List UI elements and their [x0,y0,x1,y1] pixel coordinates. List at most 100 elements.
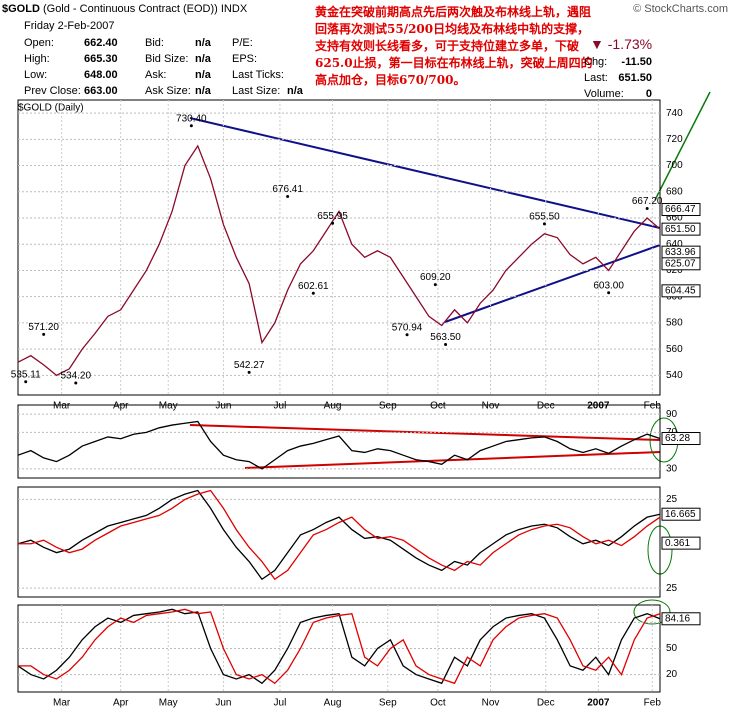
quote-cell: Prev Close: [24,85,81,97]
symbol: $GOLD [2,3,40,15]
quote-cell: n/a [195,69,211,81]
x-tick-label: Jul [274,401,287,412]
annotation-label: 667.20 [632,196,663,207]
series-line [17,144,661,377]
annotation-label: 730.40 [176,113,207,124]
quote-cell: Last Ticks: [232,69,284,81]
x-tick-label: Dec [537,698,555,709]
annotation-point [311,291,315,295]
x-tick-label: Dec [537,401,555,412]
annotation-point [74,381,78,385]
annotation-label: 563.50 [430,332,461,343]
annotation-point [542,222,546,226]
last-value-label: 63.28 [665,433,690,444]
y-tick-label: 680 [666,186,683,197]
quote-cell: Chg: [584,56,608,68]
y-tick-label: 700 [666,160,683,171]
series-line [17,420,661,470]
quote-cell: 648.00 [84,69,118,81]
series-line [17,489,661,581]
y-tick-label: 540 [666,370,683,381]
annotation-point [24,380,28,384]
annotation-label: 534.20 [60,371,91,382]
annotation-label: 676.41 [272,184,303,195]
x-tick-label: Feb [644,698,662,709]
panel [17,404,661,479]
quote-cell: n/a [195,85,211,97]
y-tick-label: 580 [666,318,683,329]
y-tick-label: 620 [666,265,683,276]
series-line [18,608,661,685]
date: Friday 2-Feb-2007 [24,20,115,32]
y-tick-label: 660 [666,213,683,224]
last-value-box [661,203,701,217]
last-value-label: 651.50 [665,224,696,235]
header-title: $GOLD (Gold - Continuous Contract (EOD))… [2,3,247,15]
last-value-label: 0.361 [665,538,690,549]
last-value-box [661,432,701,446]
change: ▼ -1.73% [590,36,653,52]
watermark: © StockCharts.com [633,3,728,15]
quote-cell: 663.00 [84,85,118,97]
y-tick-label: 640 [666,239,683,250]
annotation-label: 609.20 [420,272,451,283]
panel [17,99,661,396]
quote-cell: Last Size: [232,85,281,97]
exchange: INDX [220,3,248,15]
last-value-box [661,257,701,271]
x-tick-label: Mar [53,698,71,709]
x-tick-label: Aug [324,401,342,412]
quote-cell: 665.30 [84,53,118,65]
x-tick-label: Oct [430,401,446,412]
annotation-point [444,343,448,347]
last-value-label: 625.07 [665,258,696,269]
y-tick-label: 740 [666,108,683,119]
last-value-box [661,612,701,626]
annotation-label: 570.94 [392,322,423,333]
last-value-box [661,222,701,236]
panel-title: $GOLD (Daily) [18,103,84,114]
annotation-point [433,283,437,287]
x-tick-label: Jun [215,698,231,709]
annotation-point [247,370,251,374]
name: (Gold - Continuous Contract (EOD)) [42,3,218,15]
last-value-label: 84.16 [665,613,690,624]
x-tick-label: Apr [113,401,129,412]
quote-cell: Volume: [584,88,624,100]
x-tick-label: Mar [53,401,71,412]
rsi-trendline [244,451,661,469]
panel [17,486,661,598]
annotation-point [42,332,46,336]
rsi-trendline [189,424,661,441]
annotation: 黄金在突破前期高点先后两次触及布林线上轨，遇阻回落再次测试55/200日均线及布… [315,5,593,87]
annotation-point [405,333,409,337]
forecast-arrow [654,91,711,201]
trendline [189,117,661,229]
annotation-point [189,124,193,128]
last-value-box [661,536,701,550]
quote-cell: Bid: [145,37,164,49]
x-tick-label: Sep [379,698,397,709]
annotation-label: 603.00 [593,280,624,291]
last-value-box [661,507,701,521]
x-tick-label: Jul [274,698,287,709]
quote-cell: Open: [24,37,54,49]
trendline [444,244,661,323]
annotation-label: 655.95 [317,211,348,222]
quote-cell: Low: [24,69,48,81]
x-tick-label: Oct [430,698,446,709]
y-tick-label: 720 [666,134,683,145]
y-tick-label: 25 [666,494,678,505]
annotation-label: 542.27 [234,360,265,371]
x-tick-label: Jun [215,401,231,412]
y-tick-label: 90 [666,409,678,420]
x-tick-label: Feb [644,401,662,412]
x-tick-label: Sep [379,401,397,412]
quote-cell: Ask: [145,69,167,81]
y-tick-label: 50 [666,643,678,654]
quote-cell: 651.50 [618,72,652,84]
annotation-point [607,291,611,295]
change-pct: -1.73% [607,36,653,52]
quote-cell: n/a [287,85,303,97]
